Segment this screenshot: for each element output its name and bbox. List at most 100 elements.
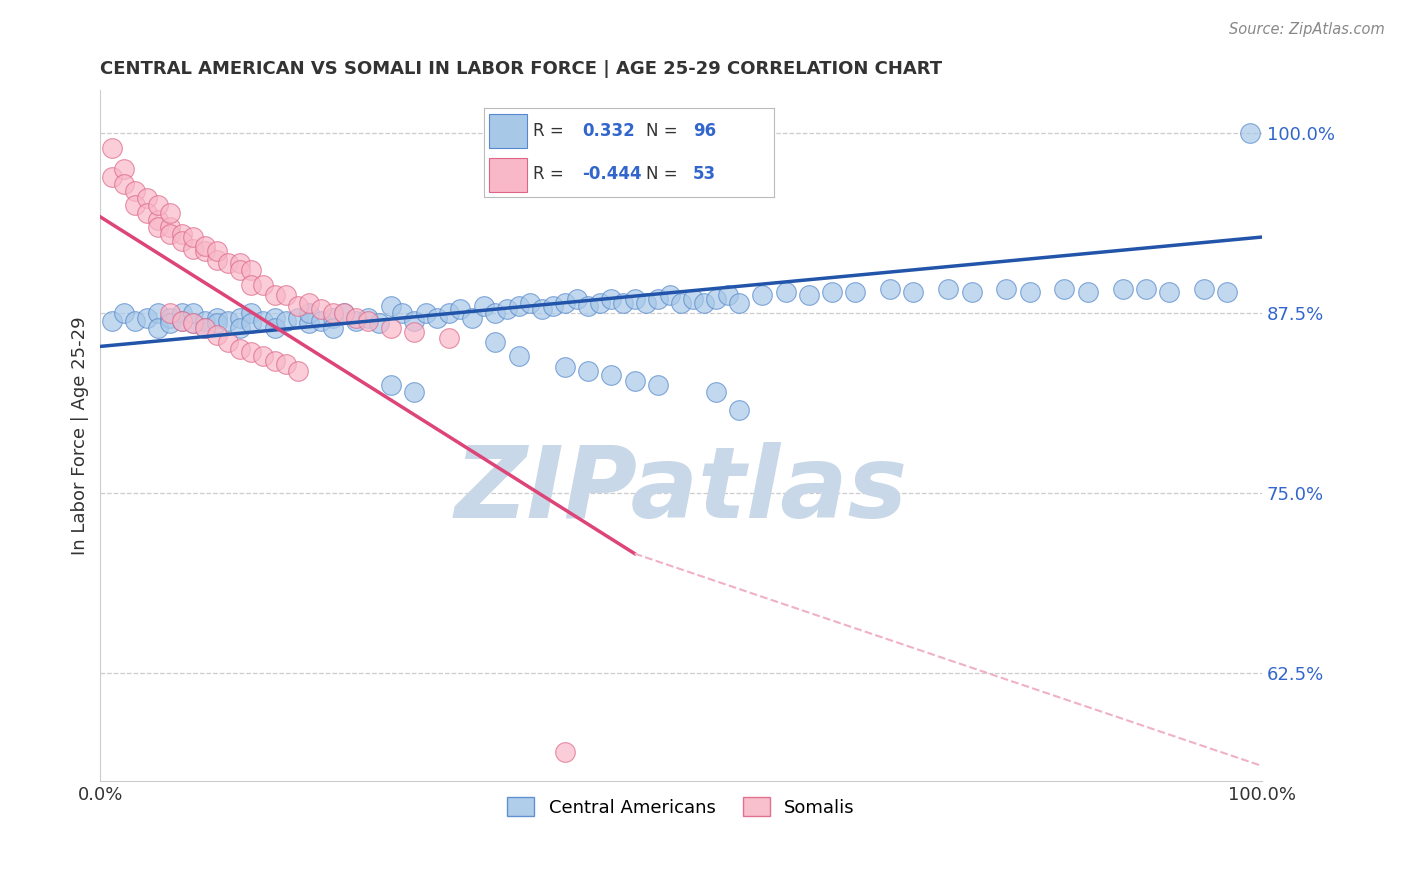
Point xyxy=(554,359,576,374)
Point xyxy=(112,306,135,320)
Point xyxy=(322,310,344,325)
Point xyxy=(229,263,252,277)
Point xyxy=(936,282,959,296)
Point xyxy=(995,282,1018,296)
Point xyxy=(240,263,263,277)
Point xyxy=(298,296,321,310)
Point xyxy=(240,277,263,292)
Point xyxy=(751,287,773,301)
Point xyxy=(704,385,727,400)
Point xyxy=(205,253,228,268)
Point xyxy=(1192,282,1215,296)
Point xyxy=(576,364,599,378)
Point xyxy=(263,287,285,301)
Point xyxy=(252,277,274,292)
Point xyxy=(170,235,193,249)
Point xyxy=(217,313,239,327)
Point xyxy=(148,212,170,227)
Point xyxy=(380,299,402,313)
Point xyxy=(159,205,181,219)
Point xyxy=(461,310,484,325)
Point xyxy=(960,285,983,299)
Point xyxy=(170,313,193,327)
Y-axis label: In Labor Force | Age 25-29: In Labor Force | Age 25-29 xyxy=(72,317,89,555)
Point xyxy=(1077,285,1099,299)
Legend: Central Americans, Somalis: Central Americans, Somalis xyxy=(501,790,862,824)
Point xyxy=(159,317,181,331)
Point xyxy=(229,310,252,325)
Point xyxy=(693,296,716,310)
Point xyxy=(322,320,344,334)
Point xyxy=(159,227,181,242)
Point xyxy=(148,320,170,334)
Point xyxy=(148,219,170,234)
Text: Source: ZipAtlas.com: Source: ZipAtlas.com xyxy=(1229,22,1385,37)
Point xyxy=(728,296,751,310)
Point xyxy=(124,313,146,327)
Point xyxy=(205,327,228,342)
Point xyxy=(704,292,727,306)
Point xyxy=(519,296,541,310)
Point xyxy=(623,374,645,388)
Point xyxy=(565,292,588,306)
Point xyxy=(402,325,425,339)
Point xyxy=(402,313,425,327)
Point xyxy=(554,745,576,759)
Point xyxy=(112,162,135,177)
Point xyxy=(170,306,193,320)
Point xyxy=(276,287,298,301)
Point xyxy=(333,306,356,320)
Point xyxy=(1053,282,1076,296)
Point xyxy=(821,285,844,299)
Point xyxy=(205,317,228,331)
Point xyxy=(391,306,413,320)
Point xyxy=(194,320,217,334)
Point xyxy=(240,306,263,320)
Point xyxy=(194,244,217,259)
Point xyxy=(205,310,228,325)
Point xyxy=(658,287,681,301)
Point xyxy=(101,169,124,184)
Point xyxy=(112,177,135,191)
Point xyxy=(543,299,565,313)
Point xyxy=(276,313,298,327)
Point xyxy=(636,296,658,310)
Point xyxy=(344,313,367,327)
Point xyxy=(472,299,495,313)
Point xyxy=(263,320,285,334)
Point xyxy=(181,306,204,320)
Point xyxy=(344,310,367,325)
Point xyxy=(101,313,124,327)
Point xyxy=(716,287,738,301)
Point xyxy=(600,368,623,383)
Point xyxy=(879,282,901,296)
Point xyxy=(309,313,332,327)
Point xyxy=(229,320,252,334)
Point xyxy=(181,317,204,331)
Point xyxy=(1111,282,1133,296)
Point xyxy=(437,331,460,345)
Point xyxy=(554,296,576,310)
Point xyxy=(600,292,623,306)
Point xyxy=(148,306,170,320)
Point xyxy=(159,310,181,325)
Point xyxy=(903,285,925,299)
Point xyxy=(797,287,820,301)
Point xyxy=(1018,285,1040,299)
Point xyxy=(647,378,669,392)
Point xyxy=(356,313,378,327)
Point xyxy=(728,402,751,417)
Point xyxy=(669,296,692,310)
Point xyxy=(159,219,181,234)
Point xyxy=(181,230,204,244)
Point xyxy=(589,296,612,310)
Point xyxy=(496,301,519,316)
Point xyxy=(333,306,356,320)
Point xyxy=(287,310,309,325)
Point xyxy=(124,184,146,198)
Point xyxy=(252,350,274,364)
Point xyxy=(263,310,285,325)
Point xyxy=(356,310,378,325)
Point xyxy=(170,313,193,327)
Point xyxy=(402,385,425,400)
